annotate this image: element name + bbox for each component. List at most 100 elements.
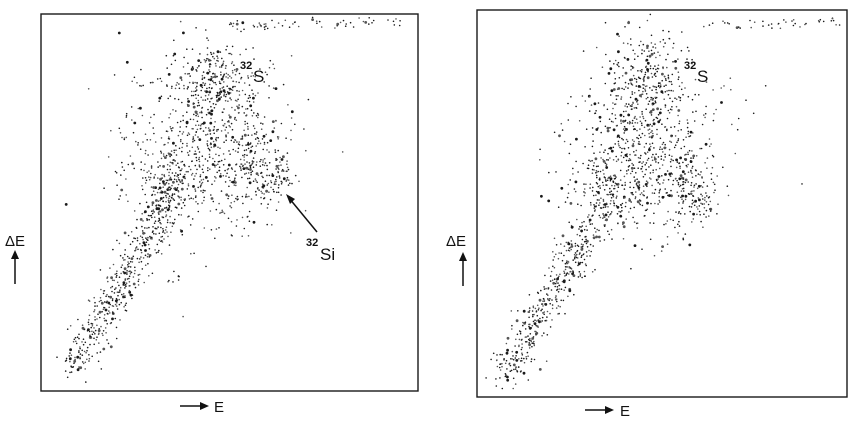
data-point xyxy=(632,216,634,219)
data-point xyxy=(207,78,210,81)
data-point xyxy=(518,345,520,348)
data-point xyxy=(94,319,96,321)
data-point xyxy=(692,157,695,159)
data-point xyxy=(704,162,706,164)
data-point xyxy=(141,236,144,239)
data-point xyxy=(278,164,280,167)
data-point xyxy=(224,129,226,131)
data-point xyxy=(636,136,638,139)
data-point xyxy=(622,238,625,240)
data-point xyxy=(637,103,639,105)
data-point xyxy=(131,240,134,243)
data-point xyxy=(591,159,593,162)
data-point xyxy=(187,194,190,197)
data-point xyxy=(130,271,132,274)
data-point xyxy=(691,167,693,169)
data-point xyxy=(574,245,577,247)
data-point xyxy=(630,44,632,46)
data-point xyxy=(682,93,684,96)
data-point xyxy=(618,210,620,213)
data-point xyxy=(141,188,144,191)
data-point xyxy=(213,128,215,131)
data-point xyxy=(339,21,342,24)
data-point xyxy=(609,187,611,190)
data-point xyxy=(256,181,259,184)
data-point xyxy=(202,171,204,174)
data-point xyxy=(605,164,608,167)
data-point xyxy=(576,233,579,236)
data-point xyxy=(648,50,650,52)
data-point xyxy=(206,98,209,100)
data-point xyxy=(538,298,542,302)
data-point xyxy=(804,23,806,26)
data-point xyxy=(215,94,218,97)
data-point xyxy=(223,95,225,97)
data-point xyxy=(564,286,567,289)
data-point xyxy=(107,342,110,345)
data-point xyxy=(211,163,215,166)
data-point xyxy=(271,120,275,123)
data-point xyxy=(167,97,169,100)
data-point xyxy=(215,139,218,142)
data-point xyxy=(670,158,672,160)
data-point xyxy=(685,158,687,160)
data-point xyxy=(127,200,129,203)
data-point xyxy=(159,77,162,80)
data-point xyxy=(213,160,216,163)
data-point xyxy=(191,67,194,70)
data-point xyxy=(156,78,159,80)
data-point xyxy=(607,72,611,75)
data-point xyxy=(614,117,617,120)
data-point xyxy=(664,156,666,158)
data-point xyxy=(228,150,230,152)
data-point xyxy=(633,117,636,119)
data-point xyxy=(109,267,111,269)
data-point xyxy=(576,218,578,221)
data-point xyxy=(624,205,627,208)
data-point xyxy=(161,121,163,123)
data-point xyxy=(166,192,168,195)
data-point xyxy=(638,184,641,186)
data-point xyxy=(129,293,133,297)
data-point xyxy=(602,200,605,202)
data-point xyxy=(652,67,655,70)
data-point xyxy=(539,159,541,161)
data-point xyxy=(235,163,237,166)
data-point xyxy=(612,107,614,110)
data-point xyxy=(235,197,237,200)
data-point xyxy=(263,81,266,83)
data-point xyxy=(93,343,95,346)
data-point xyxy=(82,362,85,365)
data-point xyxy=(214,73,216,75)
data-point xyxy=(286,160,288,162)
data-point xyxy=(179,130,181,133)
data-point xyxy=(250,109,253,111)
data-point xyxy=(632,186,635,189)
data-point xyxy=(245,144,247,146)
data-point xyxy=(212,157,214,160)
data-point xyxy=(660,155,663,158)
data-point xyxy=(290,138,292,141)
data-point xyxy=(120,266,123,269)
data-point xyxy=(181,133,184,135)
data-point xyxy=(236,141,238,143)
data-point xyxy=(583,188,586,190)
data-point xyxy=(522,309,526,313)
data-point xyxy=(148,254,152,257)
data-point xyxy=(518,358,520,360)
data-point xyxy=(667,109,670,112)
data-point xyxy=(287,179,290,181)
data-point xyxy=(160,190,163,192)
data-point xyxy=(597,127,599,129)
data-point xyxy=(241,21,245,25)
data-point xyxy=(182,31,185,35)
data-point xyxy=(165,215,167,218)
data-point xyxy=(691,221,693,223)
data-point xyxy=(613,82,616,85)
data-point xyxy=(125,114,128,117)
data-point xyxy=(171,172,174,174)
data-point xyxy=(192,138,195,140)
data-point xyxy=(631,122,634,124)
data-point xyxy=(547,287,550,289)
data-point xyxy=(543,286,545,288)
